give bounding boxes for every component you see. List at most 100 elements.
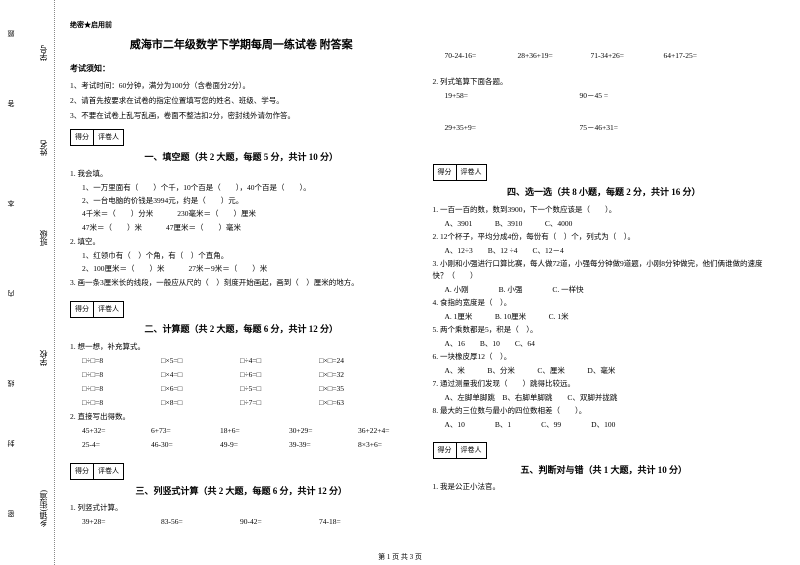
score-box: 得分 评卷人	[70, 463, 124, 480]
eq: 18+6=	[220, 425, 275, 437]
section-1-title: 一、填空题（共 2 大题，每题 5 分，共计 10 分）	[70, 150, 413, 164]
equation-row: □÷□=8 □×4=□ □÷6=□ □×□=32	[82, 369, 413, 381]
eq: □÷□=8	[82, 355, 137, 367]
section-4-title: 四、选一选（共 8 小题，每题 2 分，共计 16 分）	[433, 185, 776, 199]
eq: □×□=32	[319, 369, 374, 381]
equation-row: 25-4= 46-30= 49-9= 39-39= 8×3+6=	[82, 439, 413, 451]
question: 3. 小刚和小强进行口算比赛，每人做72道，小强每分钟做9道题，小刚8分钟做完，…	[433, 258, 776, 282]
options: A、左脚单脚跳 B、右脚单脚跳 C、双脚并拢跳	[445, 392, 776, 404]
eq: □÷□=8	[82, 369, 137, 381]
eq: 83-56=	[161, 516, 216, 528]
eq: □×□=24	[319, 355, 374, 367]
options: A、16 B、10 C、64	[445, 338, 776, 350]
question: 1. 想一想，补充算式。	[70, 341, 413, 353]
eq: 46-30=	[151, 439, 206, 451]
sidebar-label-name: 姓名	[38, 140, 49, 156]
grader-label: 评卷人	[94, 464, 123, 479]
grader-label: 评卷人	[94, 130, 123, 145]
exam-title: 威海市二年级数学下学期每周一练试卷 附答案	[70, 37, 413, 55]
eq: 39-39=	[289, 439, 344, 451]
equation-row: 29+35+9= 75－46+31=	[445, 122, 776, 134]
eq: 4千米＝（ ）分米	[82, 208, 153, 220]
options: A. 小刚 B. 小强 C. 一样快	[445, 284, 776, 296]
equation-row: 2、100厘米＝（ ）米 27米－9米＝（ ）米	[82, 263, 413, 275]
sidebar-label-school: 学校	[38, 350, 49, 366]
options: A、10 B、1 C、99 D、100	[445, 419, 776, 431]
question: 3. 画一条3厘米长的线段，一般应从尺的（ ）刻度开始画起，画到（ ）厘米的地方…	[70, 277, 413, 289]
question: 1. 列竖式计算。	[70, 502, 413, 514]
binding-sidebar: 学号 姓名 班级 学校 乡镇(街道) 题 答 本 内 线 封 密	[0, 0, 55, 565]
seal-word: 答	[6, 100, 16, 107]
secret-label: 绝密★启用前	[70, 20, 413, 31]
eq: □×4=□	[161, 369, 216, 381]
sub-question: 2、一台电脑的价钱是3994元，约是（ ）元。	[82, 195, 413, 207]
equation-row: 47米＝（ ）米 47厘米＝（ ）毫米	[82, 222, 413, 234]
score-box: 得分 评卷人	[70, 129, 124, 146]
eq: 230毫米＝（ ）厘米	[177, 208, 256, 220]
options: A、米 B、分米 C、厘米 D、毫米	[445, 365, 776, 377]
notice-item: 1、考试时间：60分钟，满分为100分（含卷面分2分）。	[70, 80, 413, 92]
equation-row: □÷□=8 □×8=□ □÷7=□ □×□=63	[82, 397, 413, 409]
notice-heading: 考试须知：	[70, 63, 413, 76]
question: 1. 我会填。	[70, 168, 413, 180]
seal-word: 题	[6, 30, 16, 37]
question: 6. 一块橡皮厚12（ ）。	[433, 351, 776, 363]
page-footer: 第 1 页 共 3 页	[0, 552, 800, 562]
equation-row: 4千米＝（ ）分米 230毫米＝（ ）厘米	[82, 208, 413, 220]
score-box: 得分 评卷人	[433, 164, 487, 181]
equation-row: 39+28= 83-56= 90-42= 74-18=	[82, 516, 413, 528]
eq: □×□=35	[319, 383, 374, 395]
eq: □÷□=8	[82, 397, 137, 409]
eq: □÷□=8	[82, 383, 137, 395]
eq: 36+22+4=	[358, 425, 413, 437]
eq: 28+36+19=	[518, 50, 573, 62]
score-box: 得分 评卷人	[70, 301, 124, 318]
eq: □÷4=□	[240, 355, 295, 367]
eq: 90－45 =	[580, 90, 635, 102]
grader-label: 评卷人	[94, 302, 123, 317]
eq: 39+28=	[82, 516, 137, 528]
eq: □÷7=□	[240, 397, 295, 409]
question: 7. 通过测量我们发现（ ）跳得比较远。	[433, 378, 776, 390]
eq: 74-18=	[319, 516, 374, 528]
score-label: 得分	[434, 165, 457, 180]
question: 5. 两个乘数都是5，积是（ ）。	[433, 324, 776, 336]
grader-label: 评卷人	[457, 165, 486, 180]
eq: 2、100厘米＝（ ）米	[82, 263, 165, 275]
left-column: 绝密★启用前 威海市二年级数学下学期每周一练试卷 附答案 考试须知： 1、考试时…	[60, 20, 423, 555]
equation-row: 70-24-16= 28+36+19= 71-34+26= 64+17-25=	[445, 50, 776, 62]
question: 8. 最大的三位数与最小的四位数相差（ ）。	[433, 405, 776, 417]
score-label: 得分	[71, 464, 94, 479]
right-column: 70-24-16= 28+36+19= 71-34+26= 64+17-25= …	[423, 20, 786, 555]
section-5-title: 五、判断对与错（共 1 大题，共计 10 分）	[433, 463, 776, 477]
seal-word: 本	[6, 200, 16, 207]
eq: 25-4=	[82, 439, 137, 451]
sidebar-label-class: 班级	[38, 230, 49, 246]
equation-row: □÷□=8 □×6=□ □÷5=□ □×□=35	[82, 383, 413, 395]
notice-item: 2、请首先按要求在试卷的指定位置填写您的姓名、班级、学号。	[70, 95, 413, 107]
equation-row: 45+32= 6+73= 18+6= 30+29= 36+22+4=	[82, 425, 413, 437]
eq: 49-9=	[220, 439, 275, 451]
eq: 30+29=	[289, 425, 344, 437]
eq: 47米＝（ ）米	[82, 222, 142, 234]
eq: 47厘米＝（ ）毫米	[166, 222, 241, 234]
seal-word: 密	[6, 510, 16, 517]
question: 2. 直接写出得数。	[70, 411, 413, 423]
eq: 90-42=	[240, 516, 295, 528]
grader-label: 评卷人	[457, 443, 486, 458]
page: 绝密★启用前 威海市二年级数学下学期每周一练试卷 附答案 考试须知： 1、考试时…	[0, 0, 800, 565]
seal-word: 内	[6, 290, 16, 297]
eq: 19+58=	[445, 90, 500, 102]
seal-word: 封	[6, 440, 16, 447]
eq: 75－46+31=	[580, 122, 635, 134]
eq: 64+17-25=	[664, 50, 719, 62]
eq: 71-34+26=	[591, 50, 646, 62]
seal-word: 线	[6, 380, 16, 387]
eq: 27米－9米＝（ ）米	[189, 263, 268, 275]
sidebar-label-town: 乡镇(街道)	[38, 490, 49, 527]
question: 2. 12个杯子，平均分成4份，每份有（ ）个，列式为（ ）。	[433, 231, 776, 243]
notice-item: 3、不要在试卷上乱写乱画，卷面不整洁扣2分，密封线外请勿作答。	[70, 110, 413, 122]
eq: 6+73=	[151, 425, 206, 437]
options: A. 1厘米 B. 10厘米 C. 1米	[445, 311, 776, 323]
options: A、12÷3 B、12 ÷4 C、12－4	[445, 245, 776, 257]
